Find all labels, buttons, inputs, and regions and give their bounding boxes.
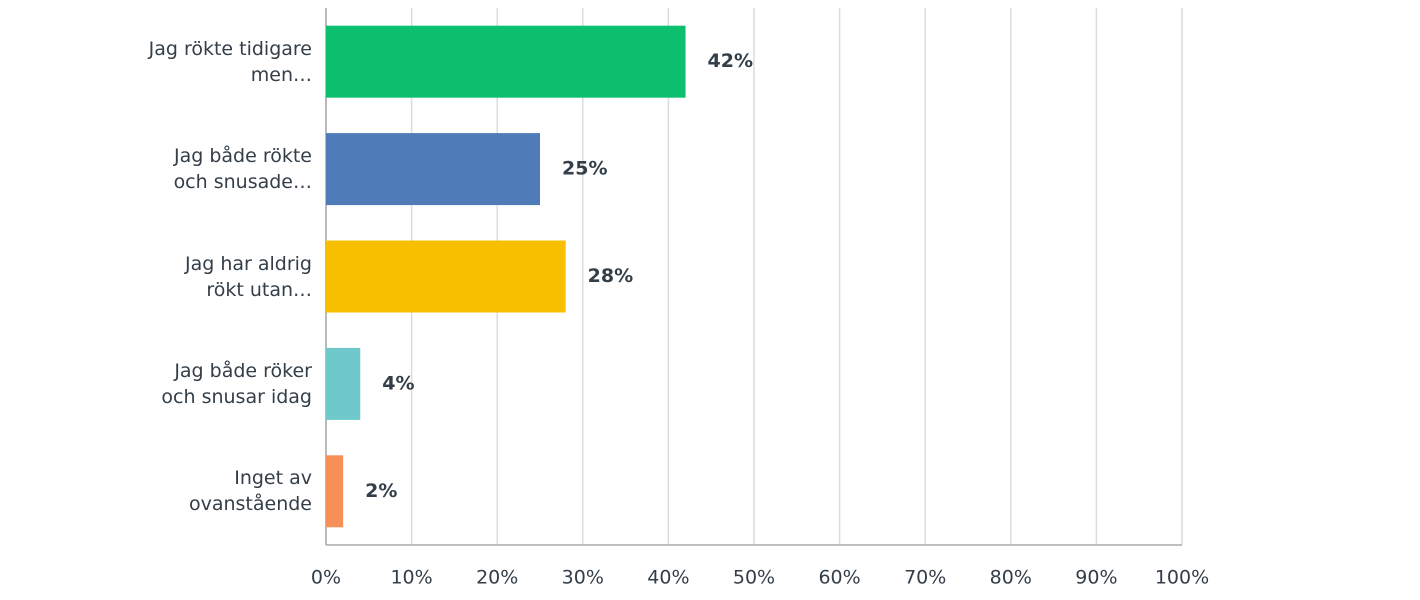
x-tick-label: 20% bbox=[476, 567, 518, 589]
category-label: Jag har aldrig rökt utan… bbox=[184, 252, 312, 301]
category-label: Jag både rökte och snusade… bbox=[173, 145, 312, 194]
category-label: Inget av ovanstående bbox=[188, 467, 312, 516]
value-label: 25% bbox=[562, 158, 607, 180]
value-label: 42% bbox=[708, 50, 753, 72]
x-tick-label: 30% bbox=[562, 567, 604, 589]
x-tick-label: 80% bbox=[990, 567, 1032, 589]
x-tick-label: 10% bbox=[390, 567, 432, 589]
bar bbox=[326, 347, 361, 420]
bar bbox=[326, 25, 686, 98]
value-label: 2% bbox=[365, 480, 397, 502]
category-label: Jag rökte tidigare men… bbox=[148, 37, 312, 86]
x-tick-label: 90% bbox=[1075, 567, 1117, 589]
value-label: 4% bbox=[382, 372, 414, 394]
x-tick-label: 50% bbox=[733, 567, 775, 589]
x-tick-label: 40% bbox=[647, 567, 689, 589]
bar bbox=[326, 455, 344, 528]
bar bbox=[326, 133, 540, 206]
x-tick-label: 60% bbox=[818, 567, 860, 589]
bar bbox=[326, 240, 566, 313]
x-tick-label: 70% bbox=[904, 567, 946, 589]
x-tick-label: 0% bbox=[311, 567, 341, 589]
x-tick-label: 100% bbox=[1155, 567, 1209, 589]
value-label: 28% bbox=[588, 265, 633, 287]
category-label: Jag både röker och snusar idag bbox=[161, 359, 312, 408]
